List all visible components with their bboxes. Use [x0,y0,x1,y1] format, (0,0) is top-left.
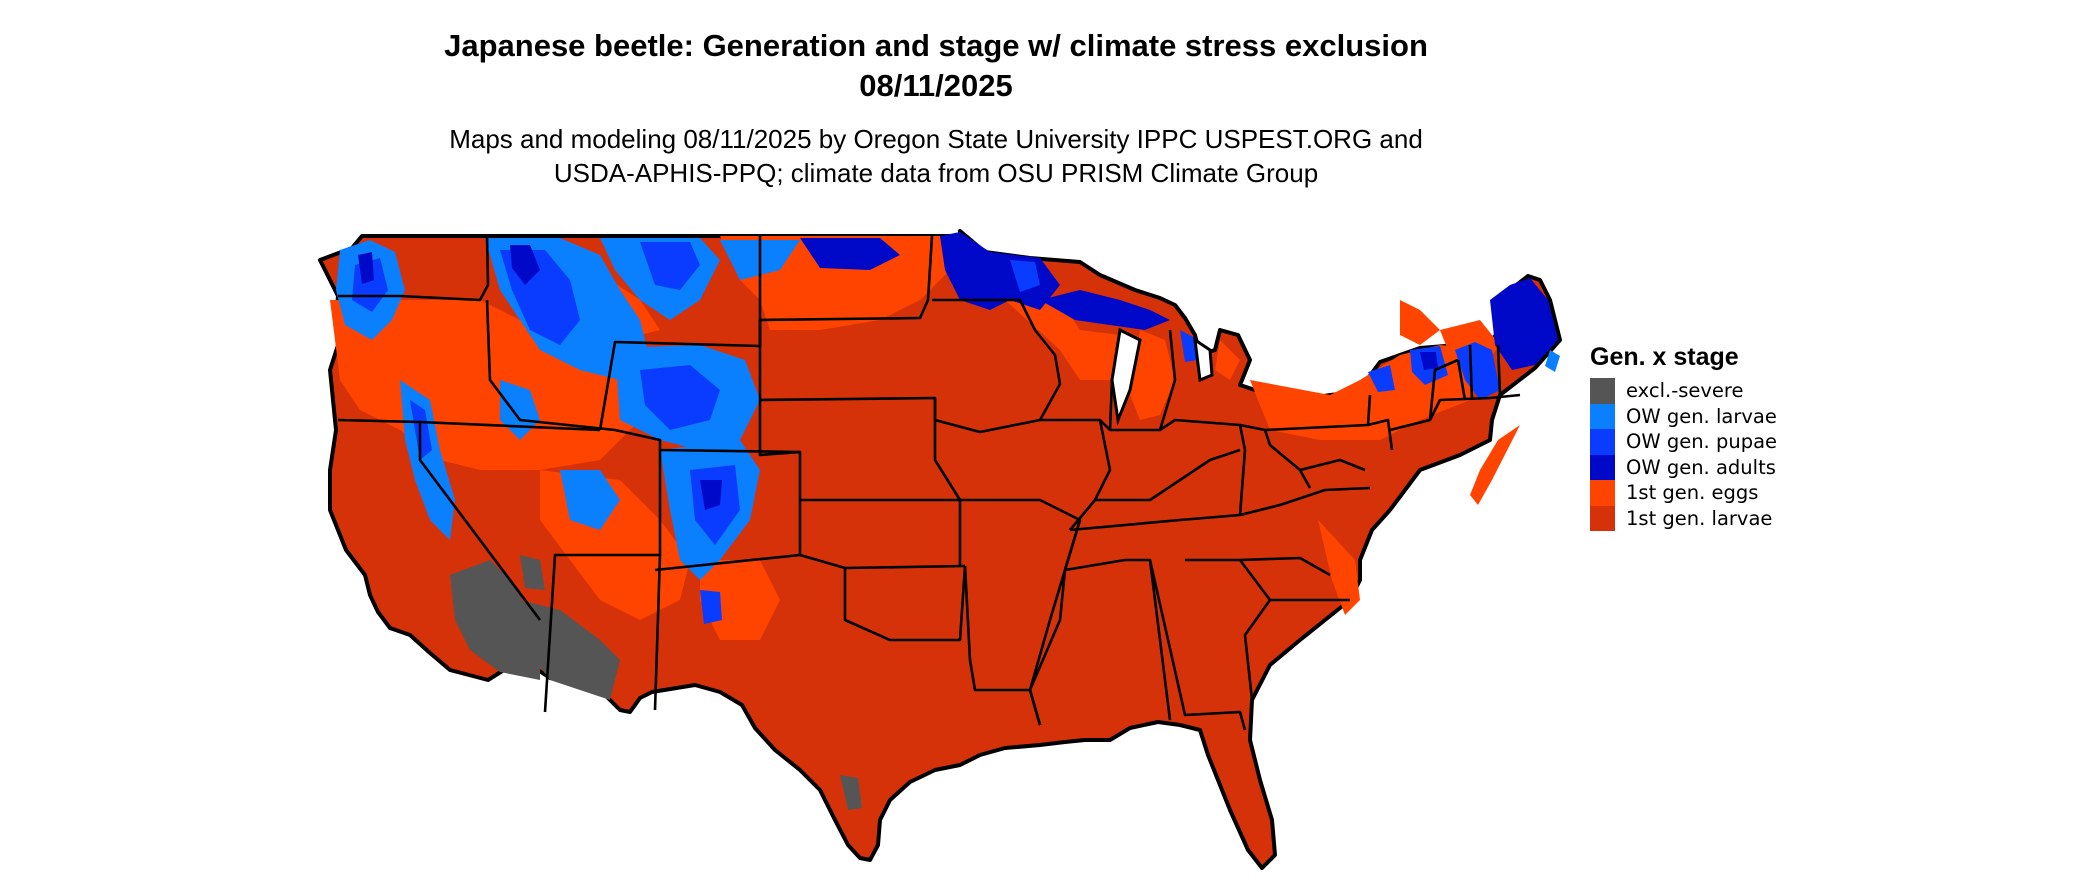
map-credit-line-2: USDA-APHIS-PPQ; climate data from OSU PR… [553,158,1319,188]
legend-swatch [1590,454,1615,480]
legend-label: OW gen. adults [1626,455,1776,479]
legend-item-1st-larvae: 1st gen. larvae [1590,505,1777,531]
map-title: Japanese beetle: Generation and stage w/… [444,28,1428,63]
legend-item-1st-eggs: 1st gen. eggs [1590,480,1777,506]
legend-label: OW gen. larvae [1626,404,1777,428]
legend-label: excl.-severe [1626,379,1744,403]
legend-label: 1st gen. eggs [1626,481,1759,505]
legend-swatch [1590,403,1615,429]
legend-item-ow-larvae: OW gen. larvae [1590,403,1777,429]
great-lakes [1110,327,1214,426]
legend-title: Gen. x stage [1590,343,1739,371]
state-borders [337,235,1521,731]
legend-label: OW gen. pupae [1626,430,1778,454]
legend-swatch [1590,480,1615,506]
legend-swatch [1590,429,1615,455]
legend-item-excl-severe: excl.-severe [1590,378,1777,404]
legend-label: 1st gen. larvae [1626,506,1773,530]
map-credit-line-1: Maps and modeling 08/11/2025 by Oregon S… [449,124,1423,154]
map-legend: Gen. x stage excl.-severe OW gen. larvae… [1590,340,1777,531]
map-date: 08/11/2025 [859,68,1013,103]
legend-swatch [1590,378,1615,404]
legend-item-ow-adults: OW gen. adults [1590,454,1777,480]
legend-item-ow-pupae: OW gen. pupae [1590,429,1777,455]
legend-swatch [1590,505,1615,531]
